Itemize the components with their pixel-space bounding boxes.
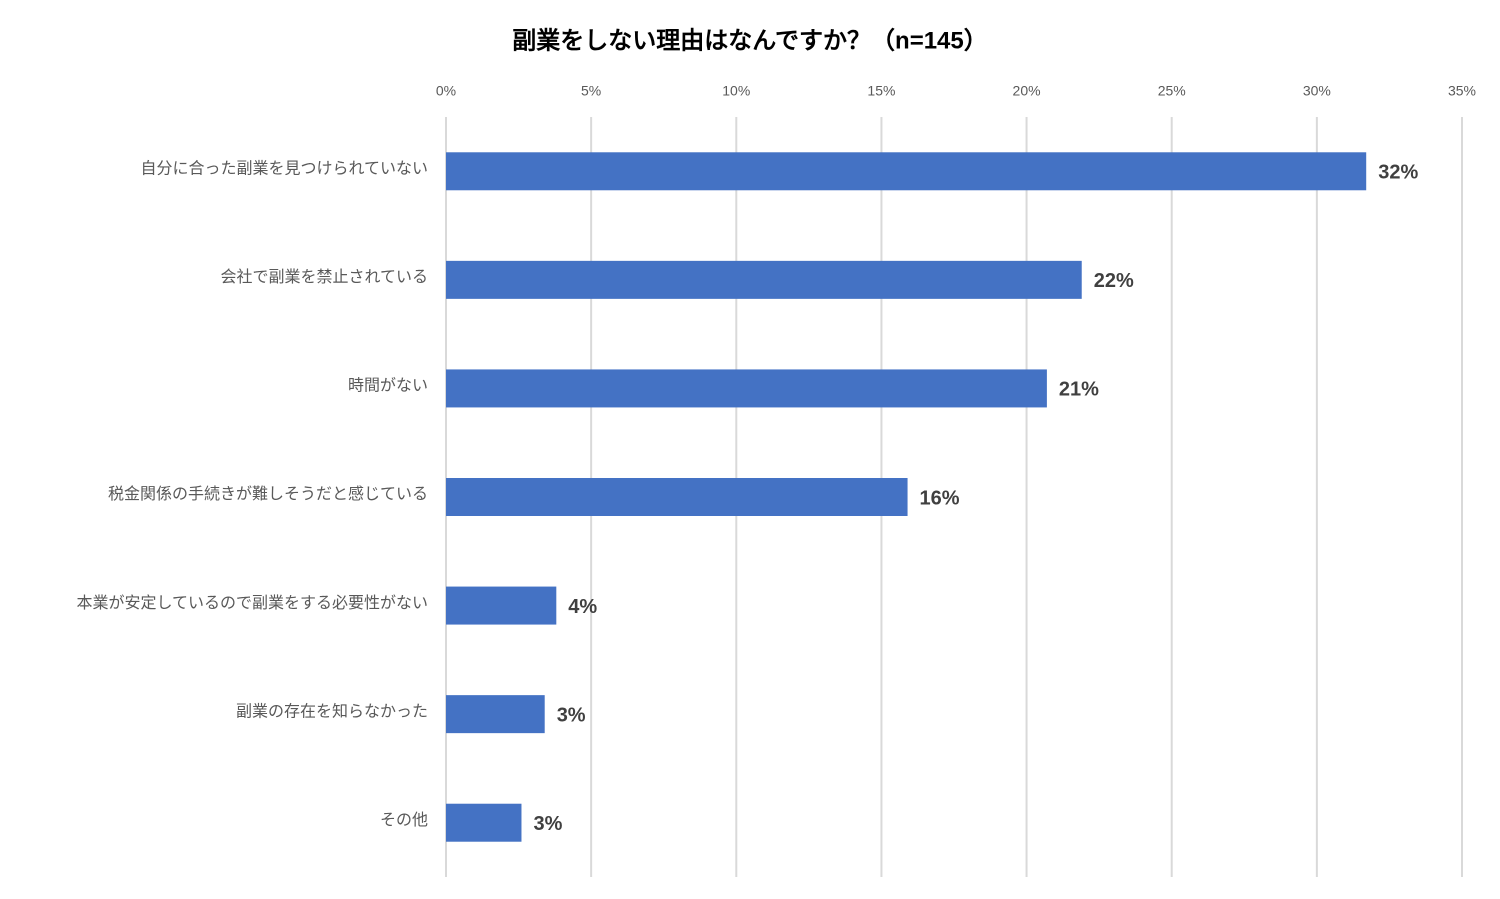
y-tick-label: 会社で副業を禁止されている: [220, 268, 428, 286]
y-tick-label: 自分に合った副業を見つけられていない: [140, 160, 428, 178]
x-tick-label: 30%: [1303, 83, 1331, 99]
bar: [446, 152, 1367, 191]
x-tick-label: 15%: [867, 83, 895, 99]
y-tick-label: 本業が安定しているので副業をする必要性がない: [76, 594, 428, 612]
bar: [446, 586, 557, 625]
value-label: 22%: [1094, 270, 1134, 292]
bar: [446, 478, 908, 516]
x-tick-label: 5%: [581, 83, 601, 99]
y-tick-label: 副業の存在を知らなかった: [236, 702, 428, 720]
y-tick-label: 税金関係の手続きが難しそうだと感じている: [108, 485, 428, 503]
value-label: 16%: [920, 487, 960, 509]
y-tick-label: その他: [380, 811, 428, 829]
value-label: 4%: [568, 596, 597, 618]
y-tick-label: 時間がない: [348, 377, 428, 395]
value-label: 21%: [1059, 379, 1099, 401]
bar: [446, 803, 522, 842]
x-tick-label: 35%: [1448, 83, 1476, 99]
bar: [446, 369, 1047, 408]
bar: [446, 260, 1082, 299]
x-tick-label: 20%: [1013, 83, 1041, 99]
x-tick-label: 10%: [722, 83, 750, 99]
value-label: 3%: [557, 704, 586, 726]
x-tick-label: 0%: [436, 83, 456, 99]
x-tick-label: 25%: [1158, 83, 1186, 99]
chart-title: 副業をしない理由はなんですか？（n=145）: [512, 27, 988, 54]
value-label: 32%: [1378, 162, 1418, 184]
bar: [446, 695, 545, 734]
value-label: 3%: [533, 813, 562, 835]
